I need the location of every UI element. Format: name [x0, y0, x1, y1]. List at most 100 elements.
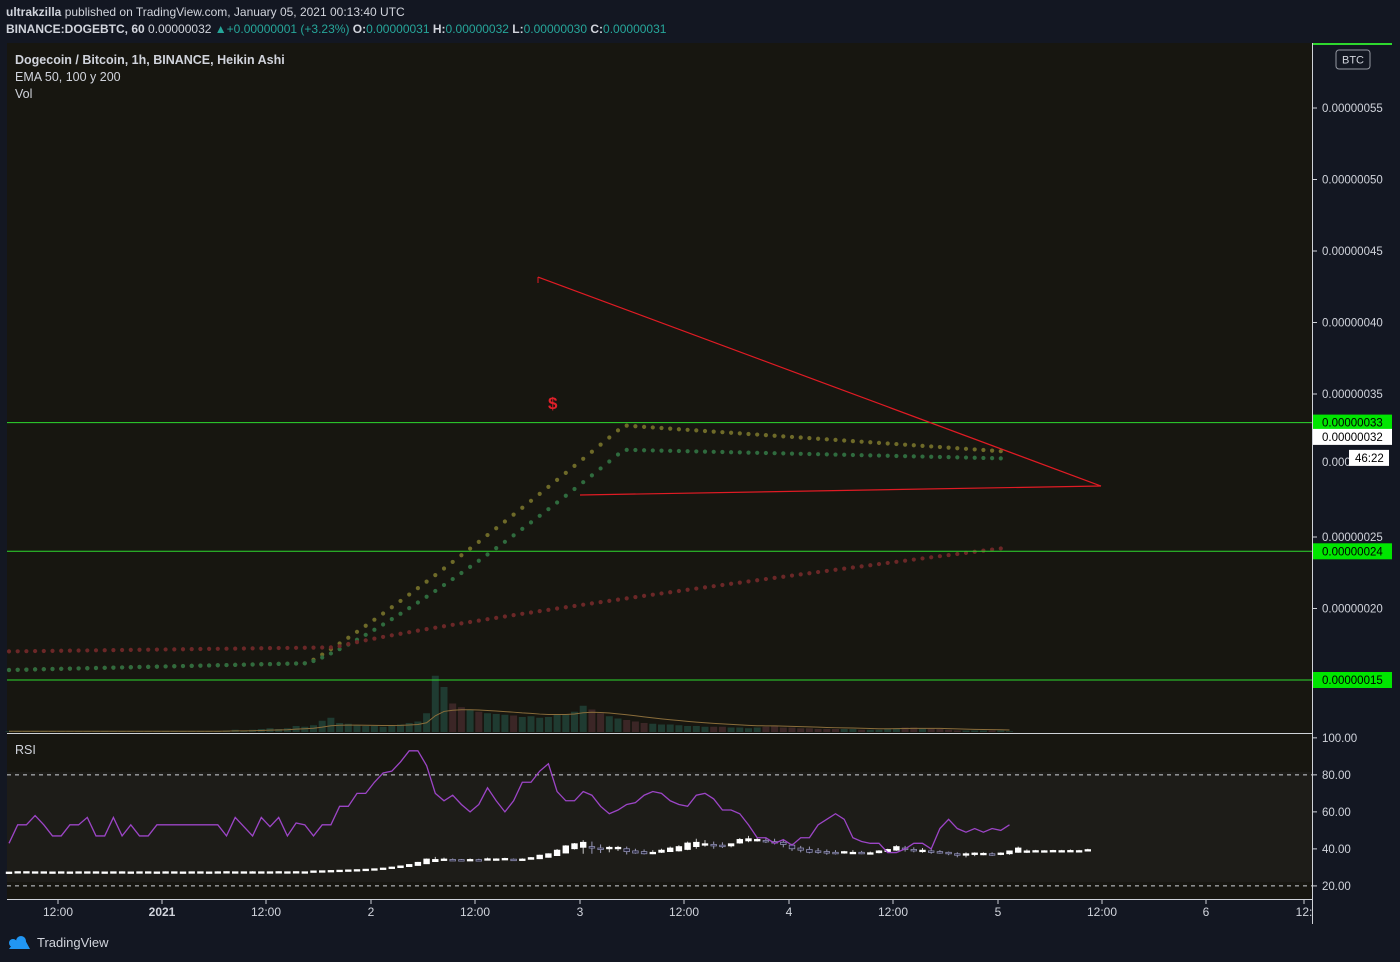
ema-dot — [737, 450, 742, 455]
tradingview-logo[interactable]: TradingView — [6, 934, 109, 950]
current-price-label: 0.00000032 — [1322, 432, 1383, 444]
ema-dot — [937, 454, 943, 460]
candle-body — [658, 849, 665, 853]
candle-body — [562, 845, 569, 854]
candle-body — [110, 871, 117, 874]
ema-dot — [833, 452, 838, 457]
author-name[interactable]: ultrakzilla — [6, 5, 62, 19]
volume-bar — [849, 729, 857, 732]
volume-bar — [327, 717, 335, 732]
candle-body — [736, 839, 743, 844]
ema-dot — [311, 645, 316, 650]
ema-dot — [589, 449, 595, 454]
ema-dot — [581, 480, 586, 485]
ema-dot — [250, 646, 255, 651]
ema-dot — [668, 590, 673, 595]
ema-dot — [41, 667, 46, 672]
ema-dot — [363, 632, 368, 637]
ema-dot — [363, 638, 368, 643]
ema-dot — [842, 438, 847, 443]
ema-dot — [963, 446, 969, 451]
ema-dot — [963, 455, 969, 460]
currency-badge-box[interactable] — [1335, 49, 1371, 70]
ema-dot — [146, 647, 151, 652]
candle-body — [797, 847, 804, 851]
ema-dot — [589, 601, 595, 606]
ema-dot — [833, 437, 838, 443]
ema-dot — [494, 546, 499, 551]
ema-dot — [198, 663, 203, 668]
volume-bar — [953, 730, 961, 732]
price-tick-label: 0.00000050 — [1322, 175, 1383, 187]
ema-dot — [676, 448, 682, 454]
ema-dot — [450, 576, 455, 582]
ema-dot — [381, 622, 386, 627]
candle-body — [527, 857, 535, 860]
candle-body — [14, 871, 21, 874]
ema-dot — [598, 600, 603, 605]
ema-dot — [694, 449, 699, 454]
candle-body — [458, 859, 465, 862]
ema-dot — [407, 630, 412, 635]
ema-dot — [111, 665, 116, 670]
volume-bar — [527, 716, 535, 732]
candle-body — [841, 851, 848, 854]
ema-dot — [885, 453, 890, 458]
ema-dot — [572, 486, 577, 492]
ema-dot — [581, 602, 586, 607]
candle-body — [1084, 849, 1091, 852]
ema-dot — [546, 484, 551, 489]
ema-dot — [311, 658, 316, 664]
ema-dot — [911, 557, 916, 562]
candle-body — [197, 871, 204, 874]
candle-body — [667, 847, 674, 853]
volume-bar — [492, 714, 500, 732]
volume-bar — [640, 723, 648, 732]
ema-dot — [215, 646, 220, 651]
ema-dot — [720, 449, 725, 455]
candle-body — [58, 871, 65, 874]
ema-dot — [607, 598, 612, 603]
ema-dot — [67, 666, 72, 671]
ema-dot — [694, 428, 699, 433]
ema-dot — [798, 451, 803, 456]
candle-body — [762, 840, 770, 843]
volume-bar — [892, 728, 900, 732]
ema-dot — [789, 451, 795, 456]
level-price-label: 0.00000015 — [1322, 675, 1383, 687]
volume-bar — [344, 723, 352, 732]
ema-dot — [146, 664, 151, 669]
ema-dot — [650, 592, 655, 597]
ema-dot — [15, 667, 20, 672]
ema-dot — [694, 586, 699, 591]
ema-dot — [633, 447, 638, 453]
ema-dot — [876, 561, 882, 567]
ema-dot — [485, 532, 490, 538]
candle-body — [684, 842, 691, 850]
volume-bar — [701, 726, 709, 732]
ema-dot — [354, 629, 360, 634]
candle-body — [153, 871, 161, 874]
ema-dot — [563, 605, 568, 610]
volume-bar — [605, 716, 613, 732]
ema-dot — [807, 571, 812, 576]
volume-bar — [675, 725, 683, 732]
ema-dot — [120, 647, 125, 653]
ema-dot — [433, 573, 438, 578]
main-pane[interactable] — [7, 43, 1312, 733]
open-label: O: — [352, 22, 367, 36]
candle-body — [379, 867, 387, 870]
candle-body — [275, 871, 282, 874]
symbol-label[interactable]: BINANCE:DOGEBTC, 60 — [6, 22, 145, 36]
ema-dot — [6, 667, 12, 673]
ema-dot — [502, 614, 507, 619]
ema-dot — [816, 569, 821, 575]
candle-body — [632, 850, 639, 854]
volume-bar — [544, 717, 552, 732]
candle-body — [205, 871, 213, 874]
volume-bar — [379, 726, 387, 732]
candle-body — [580, 841, 587, 848]
ema-dot — [981, 548, 986, 553]
partial-price-label: 0.000 — [1322, 457, 1351, 469]
